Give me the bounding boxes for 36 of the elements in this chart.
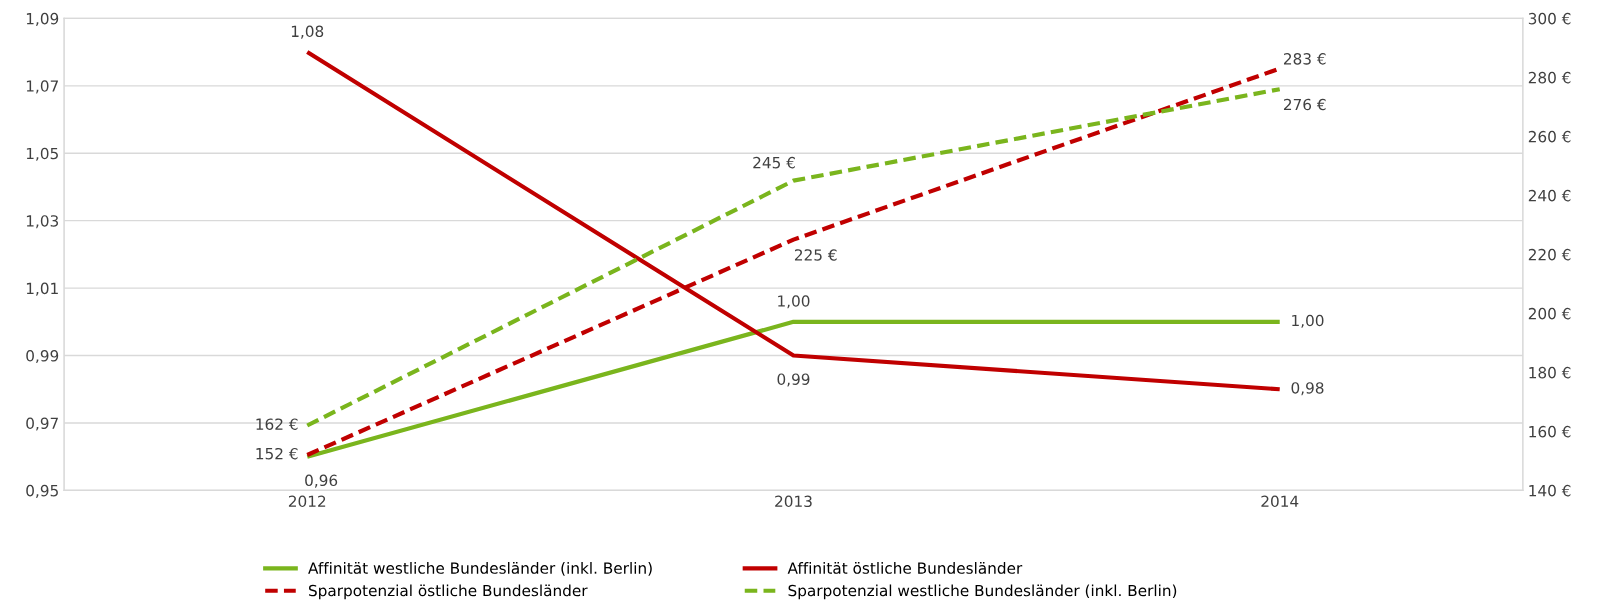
y2-tick-label: 300 € <box>1528 12 1571 25</box>
y-tick-label: 1,03 <box>26 215 59 229</box>
legend-label: Affinität westliche Bundesländer (inkl. Berlin) <box>308 562 652 576</box>
data-label: 1,00 <box>778 295 810 309</box>
y-tick-label: 1,01 <box>26 282 58 296</box>
data-label: 245 € <box>753 156 795 169</box>
x-tick-label: 2013 <box>775 495 812 508</box>
x-tick-label: 2014 <box>1261 495 1299 508</box>
y-tick-label: 1,05 <box>26 147 58 161</box>
data-label: 283 € <box>1283 53 1326 65</box>
y2-tick-label: 240 € <box>1528 189 1571 202</box>
y2-tick-label: 260 € <box>1528 130 1571 143</box>
data-label: 225 € <box>794 249 837 261</box>
legend-label: Sparpotenzial westliche Bundesländer (inkl. Berlin) <box>788 584 1177 600</box>
y2-tick-label: 180 € <box>1529 366 1571 379</box>
y-tick-label: 0,95 <box>26 484 58 498</box>
data-label: 152 € <box>256 447 298 460</box>
y-tick-label: 0,97 <box>26 417 58 431</box>
y2-tick-label: 200 € <box>1528 307 1571 320</box>
legend-label: Affinität östliche Bundesländer <box>787 562 1023 574</box>
y2-tick-label: 280 € <box>1528 71 1571 84</box>
data-label: 276 € <box>1283 98 1326 111</box>
y2-tick-label: 220 € <box>1528 248 1571 261</box>
legend-label: Sparpotenzial östliche Bundesländer <box>308 584 588 600</box>
data-label: 0,99 <box>777 373 810 387</box>
y-tick-label: 1,07 <box>26 80 58 94</box>
data-label: 1,08 <box>291 25 324 39</box>
y2-tick-label: 140 € <box>1529 484 1571 497</box>
y-tick-label: 0,99 <box>26 350 59 364</box>
data-label: 0,96 <box>305 474 338 488</box>
y2-tick-label: 160 € <box>1529 425 1571 438</box>
data-label: 0,98 <box>1291 382 1324 396</box>
data-label: 162 € <box>256 418 298 430</box>
y-tick-label: 1,09 <box>26 12 59 26</box>
x-tick-label: 2012 <box>288 495 326 508</box>
data-label: 1,00 <box>1292 314 1324 328</box>
